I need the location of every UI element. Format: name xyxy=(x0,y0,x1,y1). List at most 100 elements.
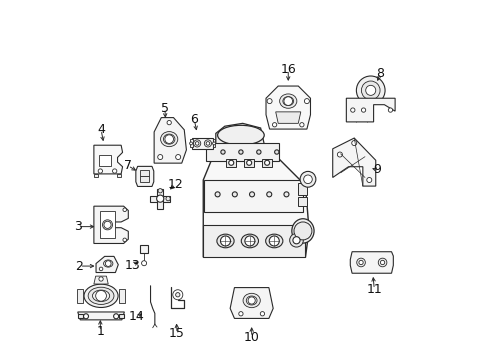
Circle shape xyxy=(112,169,117,173)
Circle shape xyxy=(175,154,180,159)
Circle shape xyxy=(356,76,384,105)
Circle shape xyxy=(83,314,88,319)
Ellipse shape xyxy=(103,260,113,267)
Circle shape xyxy=(293,222,311,240)
Circle shape xyxy=(122,238,126,242)
FancyBboxPatch shape xyxy=(94,174,98,177)
Ellipse shape xyxy=(102,220,112,230)
Circle shape xyxy=(249,192,254,197)
Circle shape xyxy=(351,140,356,145)
Circle shape xyxy=(284,192,288,197)
Text: 16: 16 xyxy=(280,63,296,76)
Circle shape xyxy=(337,152,342,157)
Circle shape xyxy=(105,261,111,266)
Circle shape xyxy=(232,192,237,197)
Polygon shape xyxy=(154,118,186,163)
Ellipse shape xyxy=(282,96,293,105)
Circle shape xyxy=(247,297,255,304)
Text: 11: 11 xyxy=(366,283,382,296)
Circle shape xyxy=(246,160,251,165)
Circle shape xyxy=(156,195,163,202)
Ellipse shape xyxy=(291,219,313,243)
FancyBboxPatch shape xyxy=(205,143,279,161)
Circle shape xyxy=(195,141,199,145)
Circle shape xyxy=(158,189,162,193)
Text: 10: 10 xyxy=(243,330,259,343)
Circle shape xyxy=(304,99,309,104)
Text: 8: 8 xyxy=(375,67,383,80)
Text: 12: 12 xyxy=(167,178,183,191)
Circle shape xyxy=(266,192,271,197)
Circle shape xyxy=(220,236,230,246)
Circle shape xyxy=(264,160,269,165)
Ellipse shape xyxy=(88,287,114,305)
Circle shape xyxy=(356,258,365,267)
Circle shape xyxy=(164,135,173,143)
Ellipse shape xyxy=(289,233,303,247)
Circle shape xyxy=(269,236,279,246)
Ellipse shape xyxy=(279,94,296,108)
Circle shape xyxy=(350,108,354,112)
Polygon shape xyxy=(230,288,273,319)
Ellipse shape xyxy=(160,132,178,147)
Circle shape xyxy=(99,277,103,281)
Circle shape xyxy=(212,142,215,145)
Circle shape xyxy=(204,140,211,147)
Circle shape xyxy=(292,237,300,244)
Circle shape xyxy=(189,142,192,145)
Polygon shape xyxy=(346,98,394,122)
Ellipse shape xyxy=(265,234,282,248)
Circle shape xyxy=(165,197,170,201)
Circle shape xyxy=(228,160,233,165)
Polygon shape xyxy=(94,206,128,243)
Text: 4: 4 xyxy=(97,123,105,136)
Circle shape xyxy=(98,169,102,173)
Polygon shape xyxy=(275,112,300,123)
Circle shape xyxy=(99,267,102,271)
FancyBboxPatch shape xyxy=(212,139,215,147)
Circle shape xyxy=(142,261,146,266)
Circle shape xyxy=(361,108,365,112)
Circle shape xyxy=(274,150,278,154)
Circle shape xyxy=(256,150,261,154)
FancyBboxPatch shape xyxy=(140,170,149,176)
Ellipse shape xyxy=(246,296,257,305)
Polygon shape xyxy=(157,189,163,209)
FancyBboxPatch shape xyxy=(140,245,148,253)
Polygon shape xyxy=(136,166,153,186)
FancyBboxPatch shape xyxy=(77,289,83,303)
Circle shape xyxy=(366,177,371,183)
Text: 5: 5 xyxy=(161,102,168,115)
FancyBboxPatch shape xyxy=(119,314,124,319)
Circle shape xyxy=(122,208,126,212)
Ellipse shape xyxy=(217,125,264,145)
Polygon shape xyxy=(99,155,111,166)
FancyBboxPatch shape xyxy=(298,197,307,206)
Polygon shape xyxy=(349,252,392,273)
Polygon shape xyxy=(265,86,310,129)
Circle shape xyxy=(380,260,384,265)
Polygon shape xyxy=(94,145,122,174)
Text: 15: 15 xyxy=(169,327,184,340)
FancyBboxPatch shape xyxy=(226,159,236,167)
FancyBboxPatch shape xyxy=(244,159,254,167)
Circle shape xyxy=(266,99,271,104)
Circle shape xyxy=(215,192,220,197)
Text: 9: 9 xyxy=(372,163,380,176)
Circle shape xyxy=(113,314,119,319)
Polygon shape xyxy=(100,211,115,238)
Circle shape xyxy=(378,258,386,267)
FancyBboxPatch shape xyxy=(203,180,302,212)
FancyBboxPatch shape xyxy=(119,289,124,303)
FancyBboxPatch shape xyxy=(192,138,212,149)
Ellipse shape xyxy=(84,284,118,307)
Polygon shape xyxy=(332,138,375,186)
Circle shape xyxy=(221,150,224,154)
Ellipse shape xyxy=(241,234,258,248)
Circle shape xyxy=(299,123,304,127)
Circle shape xyxy=(104,221,111,228)
Circle shape xyxy=(365,85,375,95)
Polygon shape xyxy=(203,225,305,257)
Polygon shape xyxy=(150,196,170,202)
Circle shape xyxy=(175,293,180,297)
